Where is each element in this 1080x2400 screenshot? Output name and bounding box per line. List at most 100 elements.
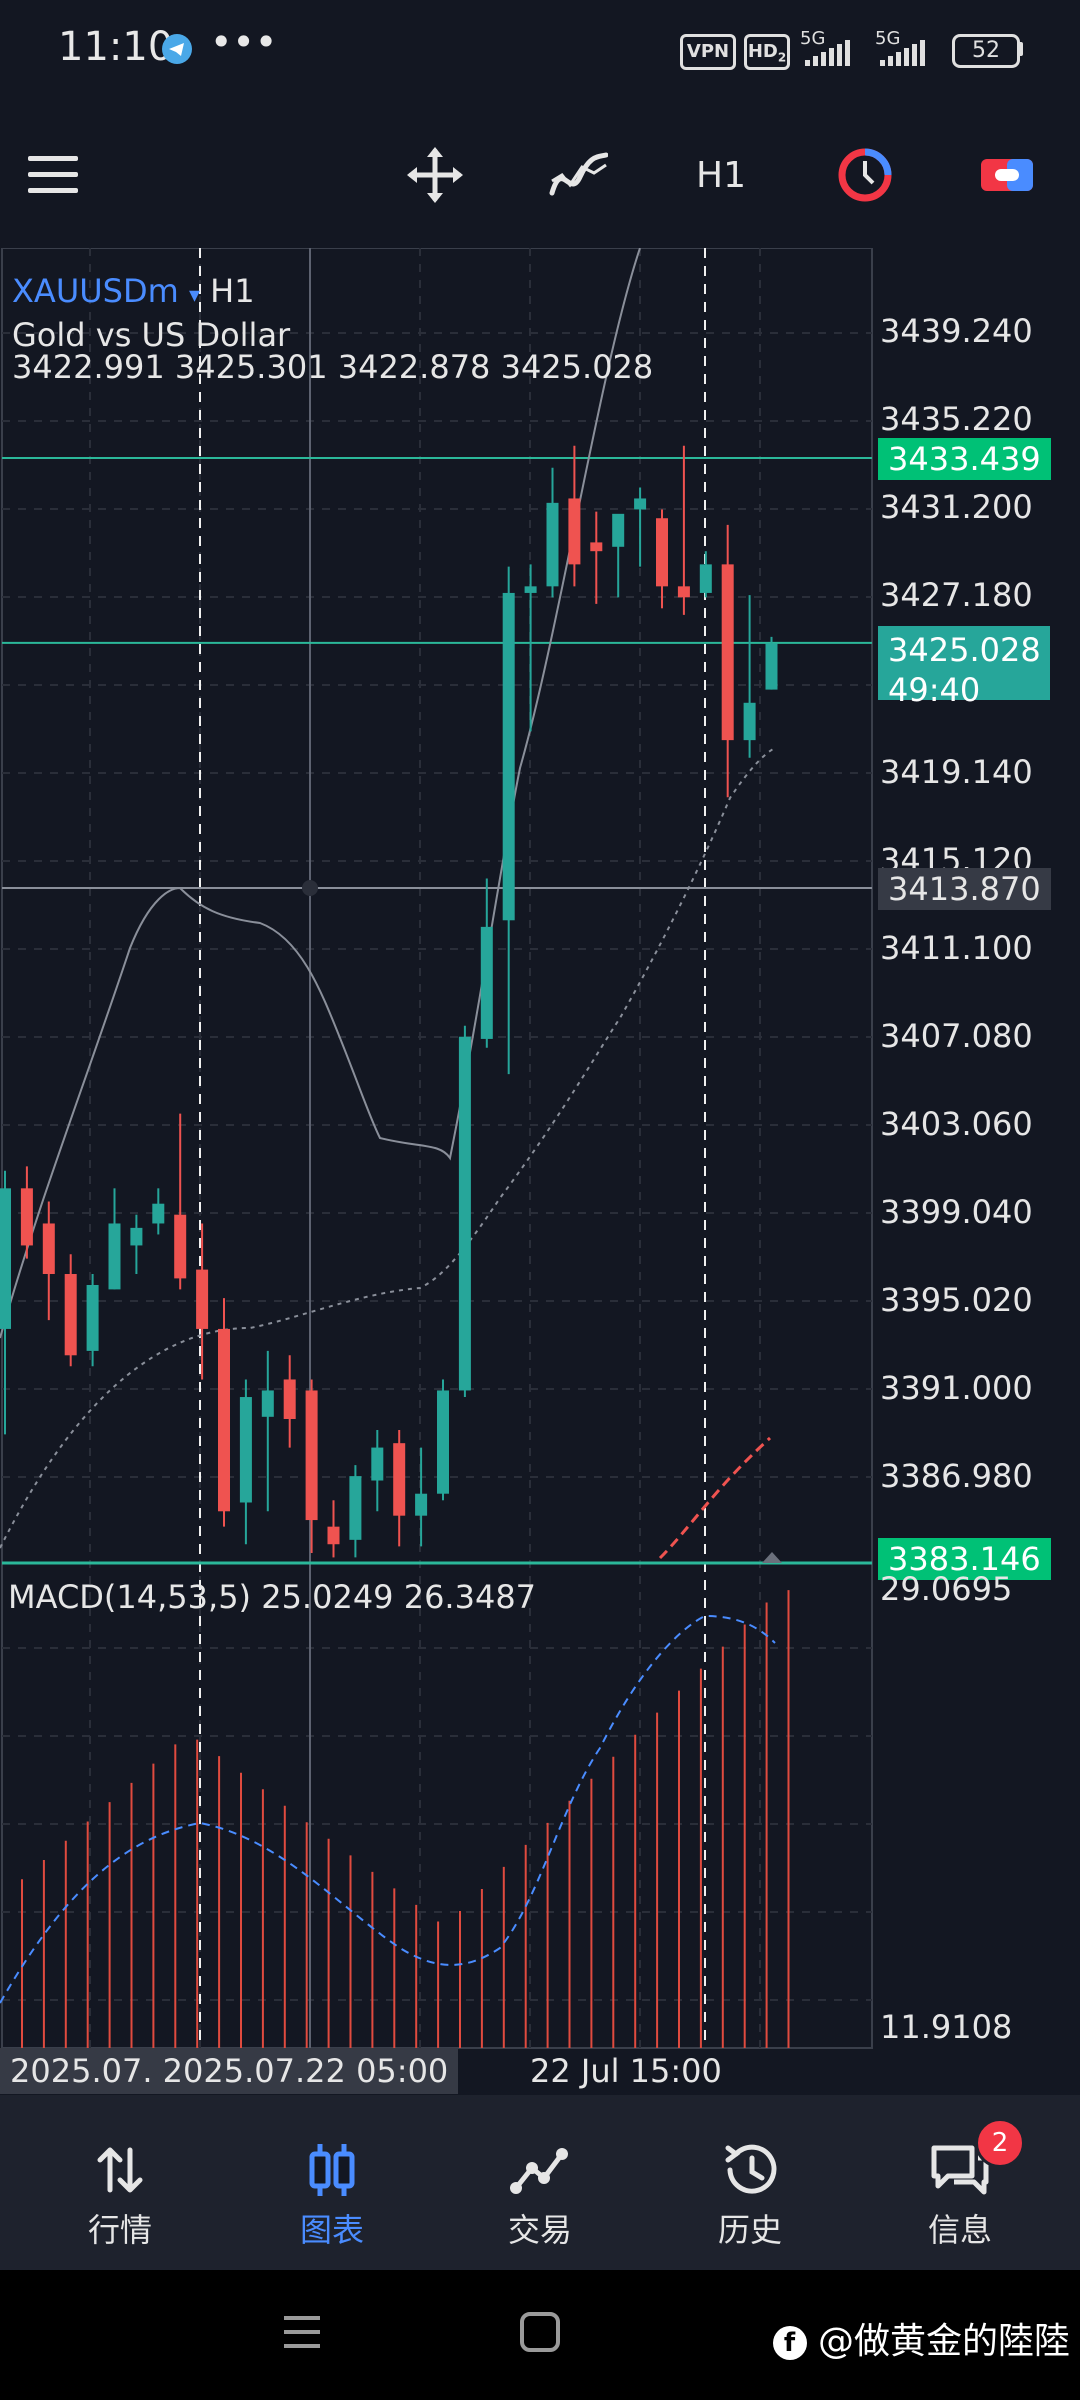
home-icon[interactable] bbox=[518, 2310, 562, 2354]
candle-body bbox=[677, 586, 690, 598]
price-chart[interactable] bbox=[0, 248, 1080, 2098]
telegram-notification-icon bbox=[162, 34, 192, 64]
candle-body bbox=[699, 564, 712, 593]
candle-body bbox=[502, 592, 515, 921]
timeframe-selector[interactable]: H1 bbox=[696, 154, 746, 196]
candle-body bbox=[415, 1493, 428, 1516]
crosshair-time-badge: 2025.07. 2025.07.22 05:00 bbox=[0, 2048, 459, 2094]
price-tick: 3411.100 bbox=[880, 929, 1033, 967]
network-type-1: 5G bbox=[800, 28, 826, 49]
price-tick: 3419.140 bbox=[880, 753, 1033, 791]
candle-body bbox=[305, 1390, 318, 1521]
network-type-2: 5G bbox=[875, 28, 901, 49]
crosshair-move-icon[interactable] bbox=[400, 140, 470, 210]
trade-line-icon bbox=[510, 2148, 568, 2194]
price-tick: 3407.080 bbox=[880, 1017, 1033, 1055]
nav-trade[interactable]: 交易 bbox=[455, 2095, 625, 2270]
crosshair-price-badge: 3413.870 bbox=[878, 868, 1051, 910]
more-notifications-icon: ••• bbox=[210, 20, 278, 64]
candle-body bbox=[721, 564, 734, 741]
symbol-description: Gold vs US Dollar bbox=[12, 316, 291, 354]
macd-tick: 29.0695 bbox=[880, 1570, 1013, 1608]
price-tick: 3435.220 bbox=[880, 400, 1033, 438]
lower-level-price-badge: 3383.146 bbox=[878, 1538, 1051, 1580]
candle-body bbox=[327, 1526, 340, 1545]
system-navigation-bar bbox=[0, 2270, 1080, 2400]
time-label-main: 2025.07.22 05:00 bbox=[162, 2052, 449, 2090]
candle-body bbox=[349, 1476, 362, 1540]
price-tick: 3395.020 bbox=[880, 1281, 1033, 1319]
nav-history-label: 历史 bbox=[717, 2211, 782, 2249]
nav-chart[interactable]: 图表 bbox=[247, 2095, 417, 2270]
nav-messages-label: 信息 bbox=[927, 2211, 992, 2249]
battery-tip bbox=[1018, 42, 1023, 56]
watermark: f @做黄金的陸陸 bbox=[772, 2312, 1070, 2364]
hd-indicator: HD2 bbox=[744, 34, 790, 70]
candle-body bbox=[612, 513, 625, 547]
candle-body bbox=[765, 643, 778, 690]
candle-body bbox=[261, 1390, 274, 1417]
crosshair-center bbox=[302, 879, 318, 896]
candle-body bbox=[239, 1397, 252, 1503]
price-tick: 3439.240 bbox=[880, 312, 1033, 350]
indicator-icon[interactable] bbox=[543, 140, 613, 210]
price-tick: 3431.200 bbox=[880, 488, 1033, 526]
signal-trend-line bbox=[658, 1436, 772, 1560]
symbol-name[interactable]: XAUUSDm bbox=[12, 272, 179, 310]
candle-body bbox=[524, 586, 537, 593]
candle-body bbox=[480, 926, 493, 1039]
candle-body bbox=[196, 1269, 209, 1329]
candle-body bbox=[590, 542, 603, 552]
vpn-indicator: VPN bbox=[680, 34, 736, 70]
candle-body bbox=[634, 498, 647, 510]
history-clock-icon[interactable] bbox=[830, 140, 900, 210]
chart-symbol-header[interactable]: XAUUSDm ▾ H1 bbox=[12, 272, 255, 310]
candle-body bbox=[130, 1227, 143, 1246]
nav-trade-label: 交易 bbox=[507, 2211, 572, 2249]
envelope-line bbox=[0, 248, 641, 1339]
macd-indicator-label[interactable]: MACD(14,53,5) 25.0249 26.3487 bbox=[8, 1578, 537, 1616]
time-label-left: 2025.07. bbox=[10, 2052, 153, 2090]
ohlc-values: 3422.991 3425.301 3422.878 3425.028 bbox=[12, 348, 654, 386]
candle-body bbox=[546, 502, 559, 587]
chart-timeframe-label: H1 bbox=[210, 272, 255, 310]
signal-strength-icon-2 bbox=[880, 36, 925, 66]
candle-countdown: 49:40 bbox=[888, 671, 981, 709]
candle-body bbox=[393, 1443, 406, 1516]
time-label-right: 22 Jul 15:00 bbox=[530, 2052, 722, 2090]
candle-body bbox=[218, 1328, 230, 1512]
status-bar: 11:10 ••• VPN HD2 5G 5G 52 bbox=[0, 0, 1080, 100]
menu-icon[interactable] bbox=[28, 140, 98, 210]
price-tick: 3403.060 bbox=[880, 1105, 1033, 1143]
candle-body bbox=[174, 1214, 187, 1279]
upper-level-price-badge: 3433.439 bbox=[878, 438, 1051, 480]
messages-badge: 2 bbox=[975, 2118, 1025, 2168]
chart-candles-icon bbox=[309, 2144, 355, 2196]
trade-icon[interactable] bbox=[972, 140, 1042, 210]
candle-body bbox=[437, 1390, 449, 1494]
price-tick: 3386.980 bbox=[880, 1457, 1033, 1495]
watermark-text: @做黄金的陸陸 bbox=[817, 2321, 1070, 2362]
macd-tick: 11.9108 bbox=[880, 2008, 1013, 2046]
symbol-dropdown-icon[interactable]: ▾ bbox=[188, 283, 200, 308]
current-price: 3425.028 bbox=[888, 631, 1041, 669]
nav-quotes[interactable]: 行情 bbox=[35, 2095, 205, 2270]
moving-average-line bbox=[0, 747, 776, 1549]
candle-body bbox=[568, 498, 581, 565]
candle-body bbox=[20, 1188, 33, 1246]
quotes-arrows-icon bbox=[97, 2147, 143, 2193]
price-tick: 3391.000 bbox=[880, 1369, 1033, 1407]
candle-body bbox=[86, 1284, 99, 1351]
nav-quotes-label: 行情 bbox=[87, 2211, 152, 2249]
status-time: 11:10 bbox=[58, 24, 174, 70]
nav-messages[interactable]: 信息 bbox=[875, 2095, 1045, 2270]
chart-area[interactable]: XAUUSDm ▾ H1 Gold vs US Dollar 3422.991 … bbox=[0, 248, 1080, 2098]
candle-body bbox=[108, 1223, 121, 1290]
nav-history[interactable]: 历史 bbox=[665, 2095, 835, 2270]
signal-strength-icon bbox=[805, 36, 850, 66]
recent-apps-icon[interactable] bbox=[280, 2310, 324, 2354]
watermark-logo-icon: f bbox=[772, 2326, 807, 2360]
macd-signal-line bbox=[0, 1614, 776, 2004]
level-handle-icon bbox=[762, 1552, 782, 1563]
candle-body bbox=[656, 518, 668, 587]
